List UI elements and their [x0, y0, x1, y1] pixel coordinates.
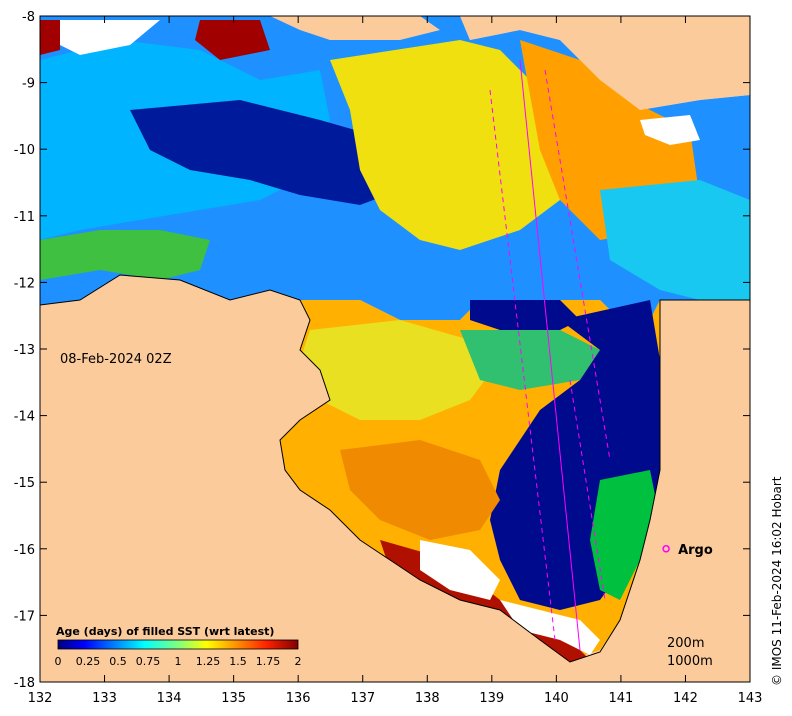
water-gulf-green-south — [590, 470, 660, 600]
argo-float-marker — [662, 545, 670, 553]
no-data-groote — [640, 115, 700, 145]
y-tick-label: -17 — [14, 609, 35, 624]
colorbar-tick-label: 0.25 — [76, 655, 101, 668]
water-north-darkred-2 — [195, 20, 270, 60]
x-tick-label: 136 — [286, 691, 311, 706]
y-axis: -8 -9 -10 -11 -12 -13 -14 -15 -16 -17 -18 — [14, 10, 750, 691]
coastline — [40, 274, 750, 663]
land-papua-new-guinea — [310, 16, 750, 110]
depth-label-200: 200m — [667, 636, 704, 651]
plot-area — [40, 16, 750, 682]
x-tick-label: 132 — [28, 691, 53, 706]
colorbar-tick-label: 1.25 — [196, 655, 221, 668]
land-northern-territory — [40, 275, 750, 682]
y-tick-label: -13 — [14, 343, 35, 358]
water-gulf-southeast-white — [500, 600, 600, 655]
x-axis: 132 133 134 135 136 137 138 139 140 141 142 143 — [28, 16, 763, 706]
satellite-tracks — [489, 59, 611, 651]
x-tick-label: 137 — [350, 691, 375, 706]
colorbar-tick-label: 1.75 — [256, 655, 281, 668]
colorbar-tick-label: 1 — [175, 655, 182, 668]
legend-title: Age (days) of filled SST (wrt latest) — [56, 625, 274, 638]
land-masses — [40, 16, 750, 682]
x-tick-label: 143 — [738, 691, 763, 706]
colorbar-tick-label: 1.5 — [229, 655, 247, 668]
depth-label-1000: 1000m — [667, 654, 713, 669]
track-line — [519, 59, 581, 651]
x-tick-label: 133 — [92, 691, 117, 706]
water-gulf-orange-south — [340, 440, 500, 540]
credit-label: © IMOS 11-Feb-2024 16:02 Hobart — [770, 476, 784, 686]
y-tick-label: -11 — [14, 210, 35, 225]
y-tick-label: -9 — [22, 77, 35, 92]
track-line — [544, 69, 611, 461]
colorbar-ticks: 0 0.25 0.5 0.75 1 1.25 1.5 1.75 2 — [55, 655, 302, 668]
y-tick-label: -8 — [22, 10, 35, 25]
x-tick-label: 140 — [544, 691, 569, 706]
y-tick-label: -12 — [14, 276, 35, 291]
x-tick-label: 138 — [415, 691, 440, 706]
y-tick-label: -10 — [14, 143, 35, 158]
water-darkblue-band — [130, 100, 400, 205]
x-tick-label: 142 — [673, 691, 698, 706]
water-gulf-yellow — [300, 320, 500, 420]
y-tick-label: -14 — [14, 410, 35, 425]
colorbar-tick-label: 0.5 — [109, 655, 127, 668]
water-gulf-green — [460, 330, 600, 390]
colorbar-tick-label: 0.75 — [136, 655, 161, 668]
water-west-green — [40, 230, 210, 280]
track-line — [569, 379, 606, 601]
x-tick-label: 135 — [221, 691, 246, 706]
colorbar-tick-label: 2 — [295, 655, 302, 668]
water-east-cyan — [600, 180, 750, 300]
water-north-darkred — [40, 20, 60, 55]
y-tick-label: -16 — [14, 543, 35, 558]
y-tick-label: -15 — [14, 476, 35, 491]
argo-label: Argo — [678, 543, 713, 558]
track-line — [489, 89, 556, 641]
colorbar-tick-label: 0 — [55, 655, 62, 668]
colorbar — [57, 639, 299, 650]
land-north-coast — [270, 16, 440, 40]
x-tick-label: 141 — [608, 691, 633, 706]
date-label: 08-Feb-2024 02Z — [60, 352, 172, 367]
water-gulf-darkblue-north — [470, 300, 580, 330]
water-north-white — [60, 20, 160, 55]
y-tick-label: -18 — [14, 676, 35, 691]
x-tick-label: 139 — [479, 691, 504, 706]
water-gulf-south-white — [420, 540, 500, 600]
x-tick-label: 134 — [157, 691, 182, 706]
